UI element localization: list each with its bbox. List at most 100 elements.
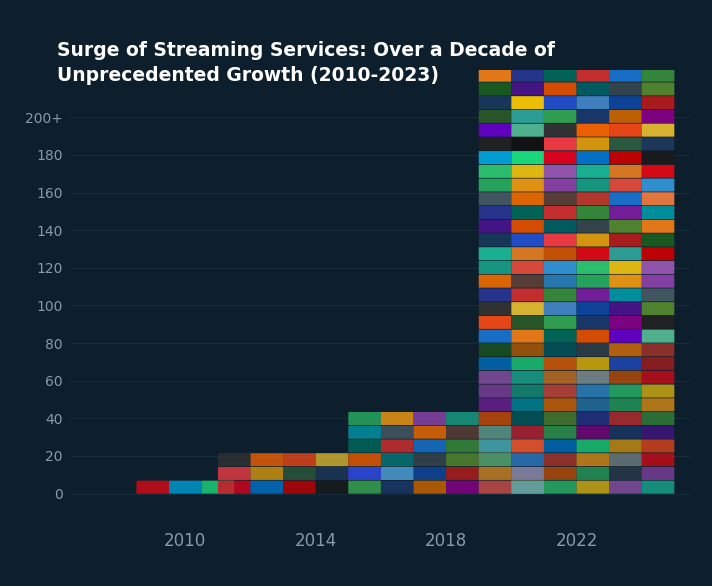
FancyBboxPatch shape [609, 467, 642, 480]
FancyBboxPatch shape [577, 83, 609, 96]
FancyBboxPatch shape [642, 398, 674, 411]
FancyBboxPatch shape [577, 179, 609, 192]
FancyBboxPatch shape [544, 261, 577, 274]
FancyBboxPatch shape [577, 316, 609, 329]
FancyBboxPatch shape [577, 343, 609, 356]
FancyBboxPatch shape [577, 357, 609, 370]
FancyBboxPatch shape [511, 384, 544, 397]
FancyBboxPatch shape [478, 357, 511, 370]
FancyBboxPatch shape [478, 481, 511, 493]
FancyBboxPatch shape [511, 440, 544, 452]
FancyBboxPatch shape [544, 453, 577, 466]
FancyBboxPatch shape [642, 179, 674, 192]
FancyBboxPatch shape [511, 481, 544, 493]
FancyBboxPatch shape [544, 343, 577, 356]
FancyBboxPatch shape [446, 467, 478, 480]
FancyBboxPatch shape [642, 96, 674, 109]
FancyBboxPatch shape [544, 425, 577, 439]
FancyBboxPatch shape [577, 69, 609, 81]
FancyBboxPatch shape [577, 96, 609, 109]
FancyBboxPatch shape [544, 165, 577, 178]
FancyBboxPatch shape [609, 192, 642, 205]
FancyBboxPatch shape [348, 440, 381, 452]
FancyBboxPatch shape [577, 165, 609, 178]
FancyBboxPatch shape [544, 384, 577, 397]
FancyBboxPatch shape [511, 206, 544, 219]
FancyBboxPatch shape [478, 206, 511, 219]
FancyBboxPatch shape [478, 96, 511, 109]
FancyBboxPatch shape [577, 220, 609, 233]
FancyBboxPatch shape [348, 453, 381, 466]
FancyBboxPatch shape [218, 453, 251, 466]
FancyBboxPatch shape [414, 467, 446, 480]
FancyBboxPatch shape [315, 467, 348, 480]
FancyBboxPatch shape [642, 55, 674, 68]
FancyBboxPatch shape [478, 28, 511, 40]
FancyBboxPatch shape [642, 206, 674, 219]
FancyBboxPatch shape [609, 69, 642, 81]
FancyBboxPatch shape [642, 288, 674, 301]
FancyBboxPatch shape [577, 329, 609, 343]
FancyBboxPatch shape [348, 481, 381, 493]
FancyBboxPatch shape [577, 425, 609, 439]
FancyBboxPatch shape [609, 110, 642, 123]
FancyBboxPatch shape [414, 425, 446, 439]
FancyBboxPatch shape [446, 481, 478, 493]
FancyBboxPatch shape [544, 233, 577, 247]
FancyBboxPatch shape [544, 96, 577, 109]
FancyBboxPatch shape [577, 384, 609, 397]
FancyBboxPatch shape [511, 96, 544, 109]
FancyBboxPatch shape [511, 357, 544, 370]
FancyBboxPatch shape [642, 453, 674, 466]
FancyBboxPatch shape [478, 110, 511, 123]
FancyBboxPatch shape [315, 453, 348, 466]
FancyBboxPatch shape [577, 440, 609, 452]
FancyBboxPatch shape [642, 440, 674, 452]
FancyBboxPatch shape [544, 55, 577, 68]
FancyBboxPatch shape [577, 151, 609, 164]
FancyBboxPatch shape [511, 28, 544, 40]
FancyBboxPatch shape [478, 425, 511, 439]
FancyBboxPatch shape [511, 192, 544, 205]
FancyBboxPatch shape [642, 165, 674, 178]
FancyBboxPatch shape [577, 467, 609, 480]
FancyBboxPatch shape [478, 247, 511, 260]
FancyBboxPatch shape [642, 481, 674, 493]
FancyBboxPatch shape [544, 110, 577, 123]
FancyBboxPatch shape [609, 220, 642, 233]
FancyBboxPatch shape [478, 151, 511, 164]
FancyBboxPatch shape [446, 425, 478, 439]
FancyBboxPatch shape [251, 467, 283, 480]
FancyBboxPatch shape [544, 357, 577, 370]
FancyBboxPatch shape [609, 425, 642, 439]
FancyBboxPatch shape [642, 384, 674, 397]
FancyBboxPatch shape [478, 288, 511, 301]
FancyBboxPatch shape [642, 425, 674, 439]
FancyBboxPatch shape [381, 412, 414, 425]
FancyBboxPatch shape [577, 247, 609, 260]
FancyBboxPatch shape [609, 55, 642, 68]
FancyBboxPatch shape [511, 41, 544, 54]
FancyBboxPatch shape [478, 343, 511, 356]
FancyBboxPatch shape [511, 110, 544, 123]
FancyBboxPatch shape [511, 467, 544, 480]
FancyBboxPatch shape [283, 467, 315, 480]
FancyBboxPatch shape [478, 165, 511, 178]
FancyBboxPatch shape [544, 220, 577, 233]
FancyBboxPatch shape [609, 440, 642, 452]
FancyBboxPatch shape [381, 467, 414, 480]
FancyBboxPatch shape [609, 329, 642, 343]
FancyBboxPatch shape [544, 69, 577, 81]
FancyBboxPatch shape [511, 412, 544, 425]
FancyBboxPatch shape [544, 467, 577, 480]
FancyBboxPatch shape [544, 371, 577, 384]
FancyBboxPatch shape [478, 481, 511, 493]
FancyBboxPatch shape [609, 247, 642, 260]
FancyBboxPatch shape [511, 220, 544, 233]
FancyBboxPatch shape [544, 137, 577, 151]
FancyBboxPatch shape [577, 453, 609, 466]
FancyBboxPatch shape [478, 137, 511, 151]
FancyBboxPatch shape [642, 110, 674, 123]
FancyBboxPatch shape [577, 124, 609, 137]
FancyBboxPatch shape [478, 384, 511, 397]
